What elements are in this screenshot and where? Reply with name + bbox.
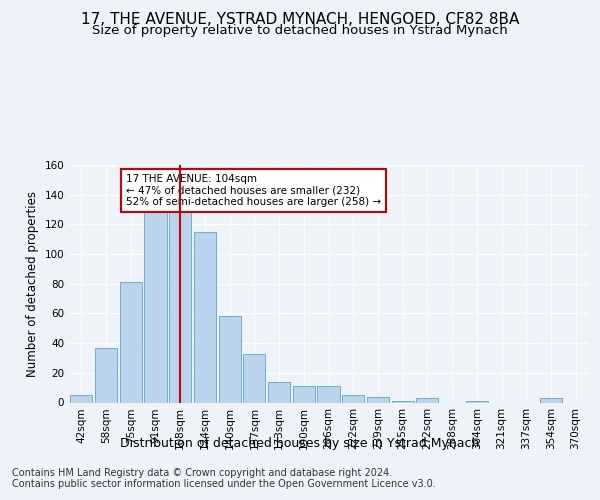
Bar: [243, 354, 265, 403]
Bar: [293, 386, 315, 402]
Bar: [367, 396, 389, 402]
Bar: [95, 348, 117, 403]
Bar: [119, 282, 142, 403]
Bar: [194, 232, 216, 402]
Bar: [317, 386, 340, 402]
Text: Distribution of detached houses by size in Ystrad Mynach: Distribution of detached houses by size …: [121, 438, 479, 450]
Text: 17 THE AVENUE: 104sqm
← 47% of detached houses are smaller (232)
52% of semi-det: 17 THE AVENUE: 104sqm ← 47% of detached …: [126, 174, 381, 207]
Bar: [416, 398, 439, 402]
Bar: [169, 211, 191, 402]
Text: 17, THE AVENUE, YSTRAD MYNACH, HENGOED, CF82 8BA: 17, THE AVENUE, YSTRAD MYNACH, HENGOED, …: [81, 12, 519, 28]
Bar: [145, 211, 167, 402]
Text: Size of property relative to detached houses in Ystrad Mynach: Size of property relative to detached ho…: [92, 24, 508, 37]
Bar: [466, 401, 488, 402]
Text: Contains HM Land Registry data © Crown copyright and database right 2024.
Contai: Contains HM Land Registry data © Crown c…: [12, 468, 436, 489]
Bar: [540, 398, 562, 402]
Bar: [70, 395, 92, 402]
Bar: [392, 401, 414, 402]
Bar: [342, 395, 364, 402]
Y-axis label: Number of detached properties: Number of detached properties: [26, 190, 39, 377]
Bar: [218, 316, 241, 402]
Bar: [268, 382, 290, 402]
